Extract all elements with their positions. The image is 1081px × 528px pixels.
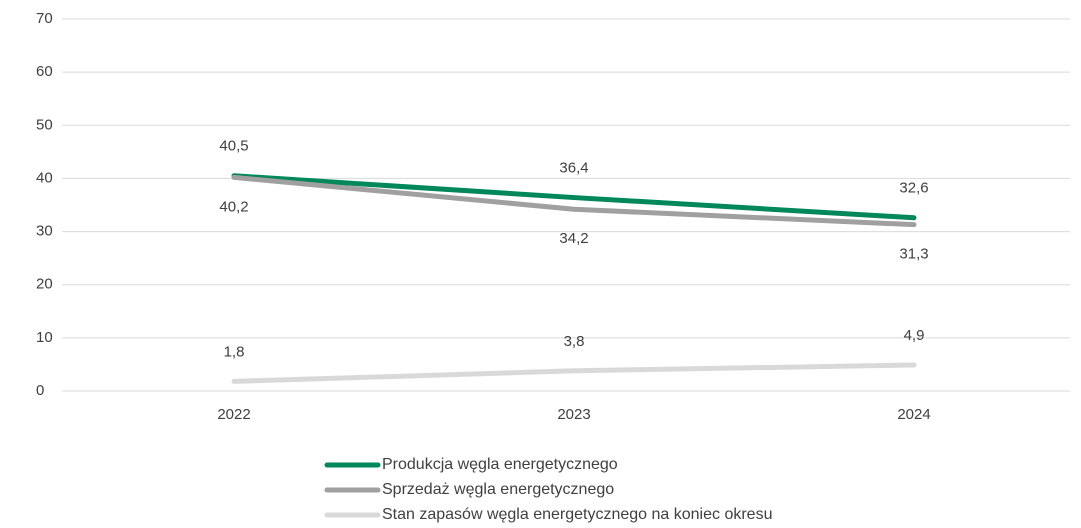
y-tick-label: 20 xyxy=(36,276,53,293)
series-line xyxy=(231,173,917,221)
data-label: 32,6 xyxy=(899,180,928,197)
y-tick-label: 60 xyxy=(36,63,53,80)
data-label: 40,5 xyxy=(219,138,248,155)
y-tick-label: 40 xyxy=(36,169,53,186)
y-tick-label: 0 xyxy=(36,382,44,399)
y-tick-label: 50 xyxy=(36,116,53,133)
data-label: 3,8 xyxy=(564,333,585,350)
x-tick-label: 2023 xyxy=(557,406,590,423)
data-label: 40,2 xyxy=(219,198,248,215)
data-label: 4,9 xyxy=(904,327,925,344)
data-label: 31,3 xyxy=(899,246,928,263)
data-label: 36,4 xyxy=(559,160,588,177)
legend-label: Produkcja węgla energetycznego xyxy=(382,456,618,473)
series-line xyxy=(231,174,917,228)
x-tick-label: 2022 xyxy=(217,406,250,423)
series-line xyxy=(231,362,917,384)
x-tick-label: 2024 xyxy=(897,406,930,423)
data-label: 34,2 xyxy=(559,230,588,247)
legend-label: Stan zapasów węgla energetycznego na kon… xyxy=(382,506,772,523)
y-tick-label: 70 xyxy=(36,10,53,27)
data-label: 1,8 xyxy=(224,343,245,360)
y-tick-label: 10 xyxy=(36,329,53,346)
legend-label: Sprzedaż węgla energetycznego xyxy=(382,481,614,498)
y-tick-label: 30 xyxy=(36,223,53,240)
